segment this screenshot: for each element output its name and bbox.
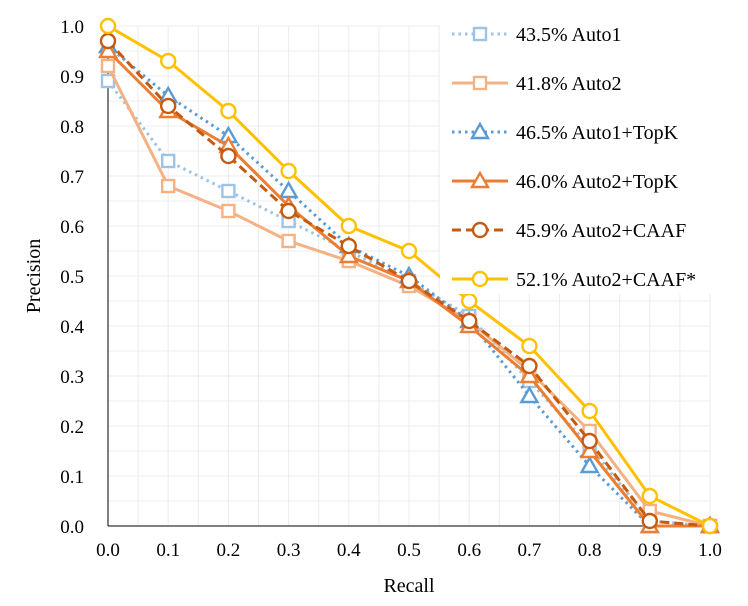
- legend-label: 46.0% Auto2+TopK: [516, 171, 679, 193]
- y-tick-label: 0.4: [60, 317, 84, 338]
- data-point: [280, 162, 297, 180]
- legend-label: 43.5% Auto1: [516, 24, 622, 46]
- data-point: [521, 337, 538, 355]
- data-point: [461, 292, 478, 310]
- data-point: [278, 180, 299, 199]
- legend-item: 41.8% Auto2: [452, 73, 622, 95]
- data-point: [100, 58, 116, 74]
- legend-item: 43.5% Auto1: [452, 24, 622, 46]
- y-tick-labels: 0.0 0.1 0.2 0.3 0.4 0.5 0.6 0.7 0.8 0.9 1.0: [60, 17, 84, 538]
- data-point: [160, 153, 176, 169]
- legend-item: 46.5% Auto1+TopK: [452, 121, 679, 144]
- legend-label: 52.1% Auto2+CAAF*: [516, 269, 696, 291]
- y-tick-label: 0.5: [60, 267, 84, 288]
- y-tick-label: 0.1: [60, 467, 84, 488]
- series-6: [99, 17, 719, 535]
- axes: [107, 26, 710, 527]
- x-tick-label: 0.5: [397, 540, 421, 561]
- legend-marker: [471, 221, 489, 239]
- legend-marker: [469, 170, 491, 189]
- legend-item: 52.1% Auto2+CAAF*: [452, 269, 696, 291]
- legend-background: [440, 12, 725, 294]
- legend-label: 46.5% Auto1+TopK: [516, 122, 679, 144]
- data-point: [160, 178, 176, 194]
- data-point: [641, 487, 658, 505]
- x-tick-label: 0.6: [457, 540, 481, 561]
- x-tick-label: 0.8: [578, 540, 602, 561]
- data-point: [579, 455, 600, 474]
- legend-marker: [469, 121, 491, 140]
- x-tick-label: 0.3: [277, 540, 301, 561]
- x-tick-label: 0.4: [337, 540, 361, 561]
- data-point: [519, 385, 540, 404]
- data-point: [400, 242, 418, 260]
- data-point: [400, 272, 418, 290]
- legend-item: 46.0% Auto2+TopK: [452, 170, 679, 193]
- y-tick-label: 0.0: [60, 517, 84, 538]
- y-axis-title: Precision: [23, 239, 45, 313]
- data-point: [519, 365, 540, 384]
- data-point: [641, 512, 658, 530]
- y-tick-label: 0.8: [60, 117, 84, 138]
- series-layer: [97, 17, 721, 535]
- data-point: [280, 202, 297, 220]
- data-point: [99, 32, 117, 50]
- legend-marker: [472, 75, 488, 91]
- data-point: [221, 203, 236, 219]
- y-tick-label: 0.3: [60, 367, 84, 388]
- y-tick-label: 1.0: [60, 17, 84, 38]
- legend-item: 45.9% Auto2+CAAF: [452, 220, 686, 242]
- data-point: [521, 357, 538, 375]
- data-point: [159, 52, 177, 70]
- data-point: [338, 245, 359, 264]
- data-point: [701, 517, 719, 535]
- data-point: [159, 97, 177, 115]
- x-tick-label: 0.0: [96, 540, 120, 561]
- x-tick-label: 0.7: [518, 540, 542, 561]
- y-tick-label: 0.6: [60, 217, 84, 238]
- x-tick-label: 0.9: [638, 540, 662, 561]
- data-point: [281, 233, 296, 249]
- data-point: [220, 147, 237, 165]
- data-point: [340, 217, 357, 235]
- data-point: [581, 432, 598, 450]
- series-line: [106, 80, 711, 528]
- y-tick-label: 0.2: [60, 417, 84, 438]
- legend-marker: [472, 26, 488, 42]
- x-tick-label: 1.0: [698, 540, 722, 561]
- series-line: [106, 39, 711, 528]
- x-tick-label: 0.2: [217, 540, 241, 561]
- data-point: [461, 312, 478, 330]
- x-axis-title: Recall: [383, 575, 435, 597]
- x-tick-labels: 0.0 0.1 0.2 0.3 0.4 0.5 0.6 0.7 0.8 0.9 1.0: [96, 540, 722, 561]
- data-point: [99, 17, 117, 35]
- data-point: [340, 237, 357, 255]
- legend-label: 45.9% Auto2+CAAF: [516, 220, 686, 242]
- legend-marker: [471, 270, 489, 288]
- data-point: [581, 402, 598, 420]
- data-point: [220, 102, 237, 120]
- legend: 43.5% Auto1 41.8% Auto2 46.5% Auto1+TopK 46…: [440, 12, 725, 294]
- legend-label: 41.8% Auto2: [516, 73, 622, 95]
- y-tick-label: 0.7: [60, 167, 84, 188]
- data-point: [97, 40, 119, 59]
- x-tick-label: 0.1: [156, 540, 180, 561]
- y-tick-label: 0.9: [60, 67, 84, 88]
- data-point: [221, 183, 236, 199]
- data-point: [579, 440, 600, 459]
